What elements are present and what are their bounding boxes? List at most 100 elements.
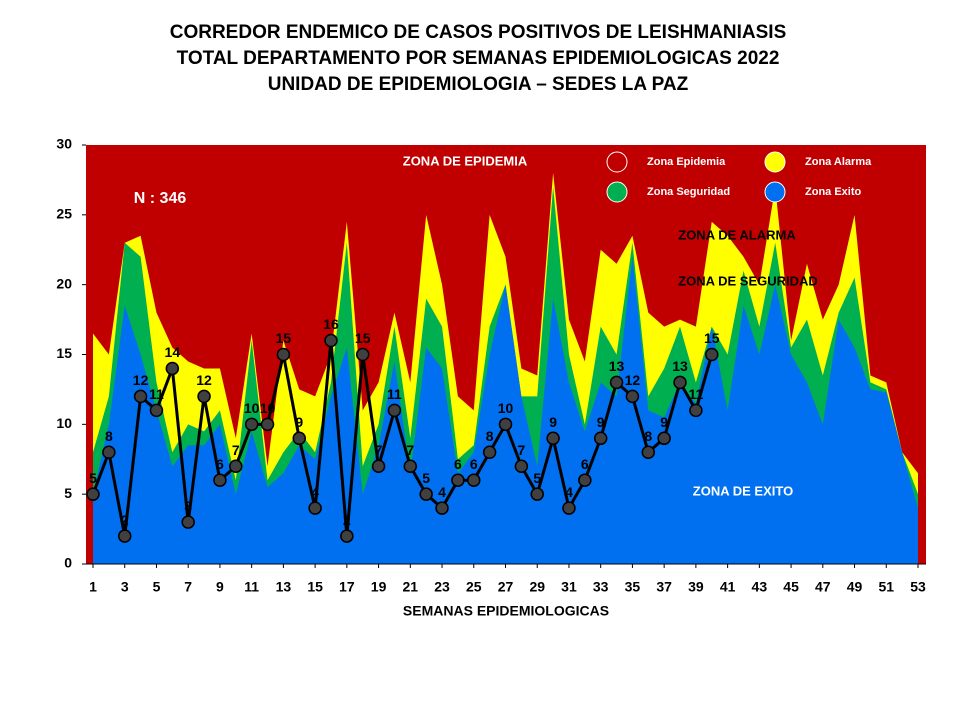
data-label: 9 [597, 414, 605, 430]
x-tick-label: 7 [184, 579, 192, 595]
case-point [419, 487, 433, 501]
x-tick-label: 19 [371, 579, 387, 595]
y-tick-label: 15 [56, 345, 72, 361]
data-label: 5 [422, 470, 430, 486]
data-label: 10 [244, 400, 260, 416]
x-tick-label: 49 [847, 579, 863, 595]
case-point [102, 445, 116, 460]
case-point [165, 361, 180, 376]
case-point [229, 459, 243, 473]
legend-swatch [764, 151, 786, 173]
case-point [498, 417, 513, 432]
case-point [641, 445, 656, 460]
case-point [86, 487, 100, 501]
data-label: 7 [375, 442, 383, 458]
data-label: 8 [644, 428, 652, 444]
y-tick-label: 5 [64, 485, 72, 501]
case-point [355, 347, 370, 362]
x-tick-label: 17 [339, 579, 355, 595]
x-tick-label: 35 [625, 579, 641, 595]
data-label: 11 [688, 386, 703, 402]
x-tick-label: 41 [720, 579, 736, 595]
case-point [593, 431, 608, 446]
case-point [308, 501, 322, 515]
data-label: 15 [355, 330, 371, 346]
y-tick-label: 10 [56, 415, 72, 431]
x-tick-label: 53 [910, 579, 926, 595]
case-point [213, 473, 227, 487]
x-tick-label: 15 [307, 579, 323, 595]
x-tick-label: 9 [216, 579, 224, 595]
case-point [530, 487, 544, 501]
case-point [451, 473, 465, 487]
data-label: 6 [216, 456, 224, 472]
x-tick-label: 31 [561, 579, 577, 595]
chart-title: UNIDAD DE EPIDEMIOLOGIA – SEDES LA PAZ [268, 74, 689, 95]
annotation: ZONA DE EXITO [693, 483, 793, 498]
case-point [578, 473, 592, 487]
case-point [117, 529, 132, 543]
x-tick-label: 23 [434, 579, 450, 595]
x-tick-label: 37 [656, 579, 672, 595]
data-label: 4 [565, 484, 573, 500]
data-label: 10 [498, 400, 514, 416]
case-point [546, 431, 560, 446]
data-label: 9 [295, 414, 303, 430]
data-label: 15 [704, 330, 720, 346]
data-label: 8 [105, 428, 113, 444]
data-label: 15 [276, 330, 292, 346]
data-label: 2 [343, 512, 351, 528]
x-tick-label: 33 [593, 579, 609, 595]
annotation: ZONA DE SEGURIDAD [678, 273, 818, 288]
data-label: 5 [89, 470, 97, 486]
case-point [403, 459, 418, 473]
x-tick-label: 5 [153, 579, 161, 595]
x-tick-label: 51 [878, 579, 894, 595]
case-point [435, 501, 449, 515]
legend-label: Zona Seguridad [647, 186, 730, 198]
data-label: 11 [387, 386, 402, 402]
x-tick-label: 13 [276, 579, 292, 595]
data-label: 12 [625, 372, 641, 388]
case-point [673, 375, 687, 390]
data-label: 8 [486, 428, 494, 444]
data-label: 13 [672, 358, 688, 374]
data-label: 6 [470, 456, 478, 472]
data-label: 13 [609, 358, 625, 374]
y-tick-label: 20 [56, 275, 72, 291]
x-tick-label: 39 [688, 579, 704, 595]
case-point [324, 333, 338, 348]
x-tick-label: 1 [89, 579, 97, 595]
case-point [133, 389, 148, 404]
data-label: 9 [549, 414, 557, 430]
case-point [244, 417, 259, 432]
y-tick-label: 30 [56, 136, 72, 152]
legend-swatch [606, 181, 628, 203]
x-tick-label: 25 [466, 579, 482, 595]
x-axis-label: SEMANAS EPIDEMIOLOGICAS [403, 603, 609, 619]
case-point [340, 529, 354, 543]
case-point [292, 431, 306, 446]
cases-line [91, 340, 714, 537]
data-label: 3 [184, 498, 192, 514]
annotation: N : 346 [134, 190, 187, 207]
x-tick-label: 27 [498, 579, 514, 595]
legend-label: Zona Epidemia [647, 156, 726, 168]
x-tick-label: 45 [783, 579, 799, 595]
data-label: 16 [323, 316, 339, 332]
case-point [482, 445, 497, 460]
legend-swatch [764, 181, 786, 203]
case-point [689, 403, 703, 418]
case-point [705, 347, 719, 362]
x-tick-label: 11 [244, 579, 259, 595]
data-label: 11 [149, 386, 164, 402]
case-point [467, 473, 481, 487]
y-tick-label: 0 [64, 555, 72, 571]
data-label: 5 [533, 470, 541, 486]
chart-title: CORREDOR ENDEMICO DE CASOS POSITIVOS DE … [170, 22, 787, 43]
case-point [514, 459, 529, 473]
case-point [197, 389, 211, 404]
x-tick-label: 29 [529, 579, 545, 595]
x-tick-label: 21 [403, 579, 419, 595]
